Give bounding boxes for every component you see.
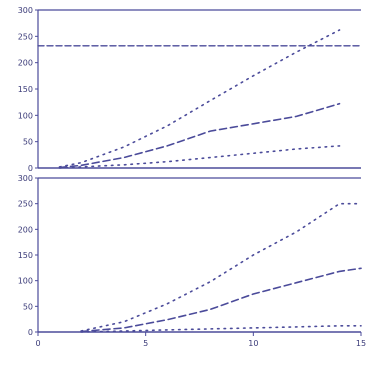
panel-1: 0 50 100 150 200 250 300 [18,6,362,173]
y-tick-label: 150 [18,251,33,260]
y-tick-label: 200 [18,225,33,234]
y-tick-label: 250 [18,200,33,209]
series-dotted-lower [58,145,341,169]
y-tick-label: 100 [18,111,33,120]
y-tick-label: 100 [18,277,33,286]
x-tick-label: 15 [356,339,366,348]
y-tick-label: 200 [18,59,33,68]
series-dotted-lower [80,324,362,333]
y-tick-label: 300 [18,6,33,15]
y-tick-label: 0 [28,164,33,173]
y-tick-label: 50 [23,138,33,147]
y-tick-label: 300 [18,174,33,183]
y-tick-label: 50 [23,302,33,311]
series-dashed-median [58,102,341,169]
panel-2: 0 50 100 150 200 250 300 0 5 10 15 [18,174,366,348]
y-tick-label: 150 [18,85,33,94]
x-tick-label: 5 [143,339,148,348]
series-dotted-upper [58,29,341,168]
x-tick-label: 0 [35,339,40,348]
series-dashed-median [80,267,362,333]
x-tick-label: 10 [248,339,258,348]
series-dotted-upper [80,202,362,332]
y-tick-label: 0 [28,328,33,337]
y-tick-label: 250 [18,32,33,41]
